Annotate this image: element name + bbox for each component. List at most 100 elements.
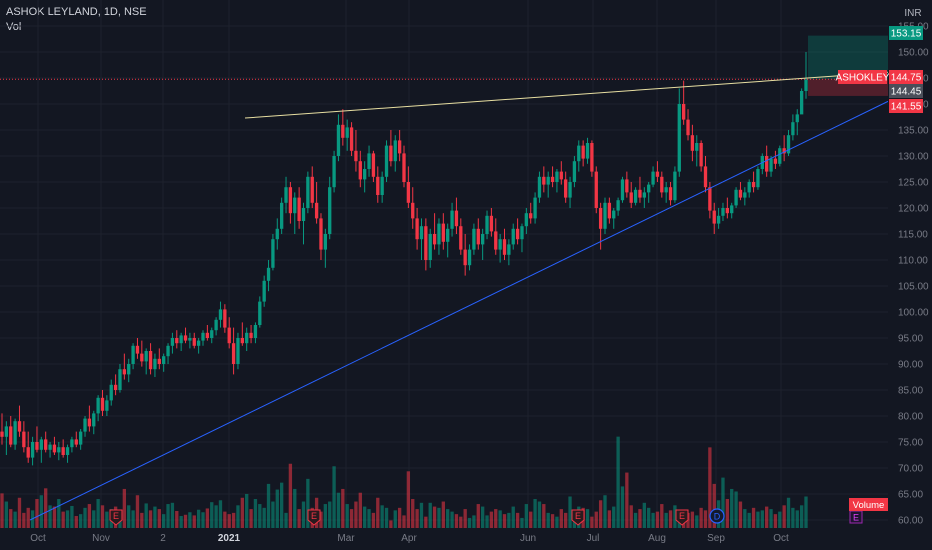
candle-body xyxy=(148,351,153,370)
volume-bar xyxy=(432,506,437,528)
volume-bar xyxy=(148,510,153,528)
candle-body xyxy=(419,226,424,240)
volume-indicator-label[interactable]: Vol xyxy=(6,21,22,33)
volume-bar xyxy=(135,495,140,528)
volume-bar xyxy=(498,510,502,528)
candle-body xyxy=(9,426,13,445)
candle-body xyxy=(489,215,494,232)
volume-bar xyxy=(406,471,411,528)
candle-body xyxy=(699,143,703,167)
candle-body xyxy=(437,223,441,245)
volume-bar xyxy=(179,516,183,528)
volume-bar xyxy=(533,499,537,528)
volume-bar xyxy=(61,511,65,528)
volume-bar xyxy=(380,505,384,528)
candle-body xyxy=(533,197,537,219)
volume-bar xyxy=(122,488,127,528)
volume-bar xyxy=(9,509,13,528)
volume-bar xyxy=(695,515,699,528)
volume-bar xyxy=(607,510,612,528)
volume-bar xyxy=(529,511,533,528)
volume-bar xyxy=(39,495,43,528)
candle-body xyxy=(480,234,485,245)
candle-body xyxy=(266,267,271,281)
volume-bar xyxy=(467,517,472,528)
candle-body xyxy=(349,127,354,151)
volume-bar xyxy=(192,515,196,528)
time-tick: 2 xyxy=(160,533,166,544)
time-tick: Nov xyxy=(92,533,110,544)
candle-body xyxy=(201,332,205,341)
dividend-marker: D xyxy=(709,508,725,524)
candle-body xyxy=(703,166,708,188)
volume-bar xyxy=(795,510,799,528)
grid xyxy=(0,0,888,528)
candle-body xyxy=(44,439,48,450)
candle-body xyxy=(100,397,105,411)
volume-bar xyxy=(664,512,668,528)
volume-bar xyxy=(703,510,708,528)
candle-body xyxy=(227,327,231,344)
volume-bar xyxy=(480,506,485,528)
candle-body xyxy=(568,182,572,198)
volume-bar xyxy=(590,516,594,528)
volume-bar xyxy=(769,509,773,528)
volume-bar xyxy=(511,506,515,528)
price-tick: 85.00 xyxy=(898,386,923,397)
candle-body xyxy=(279,202,284,229)
volume-bar xyxy=(306,478,310,528)
candle-body xyxy=(26,447,30,458)
volume-bar xyxy=(175,510,179,528)
volume-bar xyxy=(26,507,30,528)
volume-bar xyxy=(371,512,376,528)
candle-body xyxy=(135,345,140,354)
candle-body xyxy=(153,358,157,370)
volume-bar xyxy=(17,497,22,528)
volume-bar xyxy=(166,504,170,528)
price-tick: 95.00 xyxy=(898,334,923,345)
volume-bar xyxy=(502,514,507,528)
volume-bar xyxy=(550,514,555,528)
candle-body xyxy=(647,184,651,193)
candle-body xyxy=(708,187,712,211)
volume-bar xyxy=(485,515,489,528)
volume-bar xyxy=(22,512,26,528)
price-tick: 125.00 xyxy=(898,178,929,189)
volume-bar xyxy=(760,510,764,528)
price-tick: 90.00 xyxy=(898,360,923,371)
volume-bar xyxy=(459,516,463,528)
earnings-marker-label: E xyxy=(311,511,317,521)
candle-body xyxy=(524,213,529,227)
volume-bar xyxy=(131,510,135,528)
price-tick: 80.00 xyxy=(898,412,923,423)
volume-bar xyxy=(323,504,328,528)
candle-body xyxy=(231,343,236,364)
candle-body xyxy=(616,200,620,211)
candle-body xyxy=(271,239,275,268)
earnings-marker: E xyxy=(109,509,123,526)
volume-bar xyxy=(690,511,695,528)
volume-bar xyxy=(319,511,323,528)
candle-body xyxy=(585,143,590,159)
candle-body xyxy=(751,182,756,188)
candle-body xyxy=(446,228,450,242)
candle-body xyxy=(144,351,148,362)
volume-bar xyxy=(214,505,218,528)
volume-bar xyxy=(188,512,192,528)
candle-body xyxy=(620,179,625,201)
time-tick: Sep xyxy=(707,533,725,544)
candle-body xyxy=(594,171,598,208)
price-tick: 135.00 xyxy=(898,126,929,137)
candle-body xyxy=(642,192,646,198)
volume-bar xyxy=(616,436,620,528)
volume-bar xyxy=(223,511,227,528)
volume-bar xyxy=(96,499,100,528)
volume-bar xyxy=(332,466,336,528)
earnings-marker-label: E xyxy=(679,511,685,521)
candle-body xyxy=(625,179,629,193)
candle-body xyxy=(655,171,660,177)
stop-price-label-bg xyxy=(889,99,923,113)
candle-body xyxy=(550,176,555,182)
symbol-title[interactable]: ASHOK LEYLAND, 1D, NSE xyxy=(6,6,147,18)
